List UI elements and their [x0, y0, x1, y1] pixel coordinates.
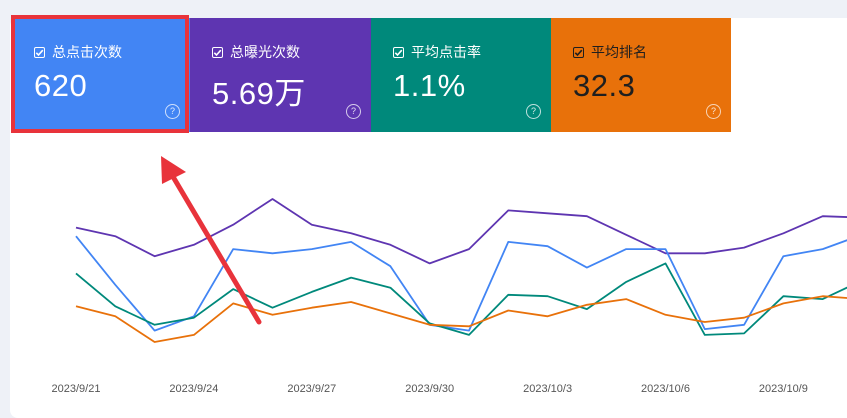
x-tick-label: 2023/10/3 [523, 383, 572, 395]
series-layer [75, 198, 847, 343]
series-line-ctr [75, 262, 847, 336]
x-tick-label: 2023/9/27 [287, 383, 336, 395]
annotation-arrow [161, 156, 262, 325]
metric-label: 平均排名 [591, 44, 647, 60]
metric-tile-ctr[interactable]: 平均点击率 1.1% ? [371, 18, 551, 132]
metric-value: 620 [34, 68, 88, 103]
metric-tile-impressions[interactable]: 总曝光次数 5.69万 ? [190, 18, 371, 132]
x-tick-label: 2023/10/6 [641, 383, 690, 395]
checkbox-checked-icon[interactable] [573, 46, 584, 58]
x-tick-label: 2023/9/21 [52, 383, 101, 395]
checkbox-checked-icon[interactable] [393, 46, 404, 58]
metric-value: 32.3 [573, 68, 636, 103]
checkbox-checked-icon[interactable] [34, 46, 45, 58]
metric-tile-position[interactable]: 平均排名 32.3 ? [551, 18, 731, 132]
x-tick-label: 2023/10/9 [759, 383, 808, 395]
metric-label: 总点击次数 [52, 44, 122, 60]
series-line-clicks [75, 235, 847, 332]
help-icon[interactable]: ? [526, 104, 541, 119]
x-tick-label: 2023/9/30 [405, 383, 454, 395]
help-icon[interactable]: ? [346, 104, 361, 119]
x-axis: 2023/9/21 2023/9/24 2023/9/27 2023/9/30 2023… [52, 383, 808, 395]
checkbox-checked-icon[interactable] [212, 46, 223, 58]
metric-label: 平均点击率 [411, 44, 481, 60]
help-icon[interactable]: ? [706, 104, 721, 119]
x-tick-label: 2023/9/24 [169, 383, 218, 395]
series-line-position [75, 295, 847, 343]
metric-tile-clicks[interactable]: 总点击次数 620 ? [12, 18, 190, 132]
metric-value: 1.1% [393, 68, 466, 103]
metric-label: 总曝光次数 [230, 44, 300, 60]
help-icon[interactable]: ? [165, 104, 180, 119]
metric-value: 5.69万 [212, 76, 306, 111]
